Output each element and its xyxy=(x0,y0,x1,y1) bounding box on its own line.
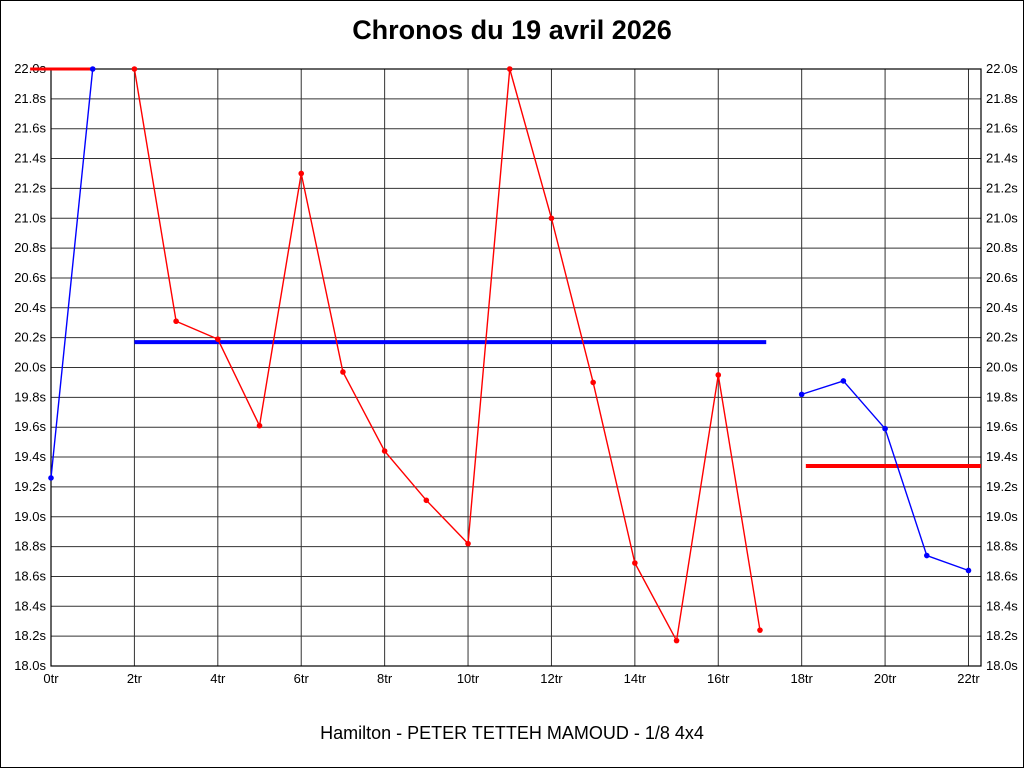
y-tick-label-right: 21.8s xyxy=(986,91,1018,106)
red-chronos-point xyxy=(632,560,638,566)
x-tick-label: 6tr xyxy=(294,671,310,686)
blue-chronos-point xyxy=(840,378,847,384)
x-tick-label: 22tr xyxy=(957,671,980,686)
red-chronos-point xyxy=(715,372,722,378)
y-tick-label-left: 18.2s xyxy=(14,628,46,643)
red-chronos-point xyxy=(590,379,596,386)
y-tick-label-right: 21.6s xyxy=(986,121,1018,136)
red-chronos-point xyxy=(340,369,346,375)
y-tick-label-left: 21.8s xyxy=(14,91,46,106)
blue-chronos-point xyxy=(965,567,972,574)
blue-chronos-point xyxy=(923,552,930,559)
y-tick-label-right: 20.4s xyxy=(986,300,1018,315)
y-tick-label-left: 21.0s xyxy=(14,210,46,225)
y-tick-label-right: 20.8s xyxy=(986,240,1018,255)
red-chronos-point xyxy=(506,66,513,72)
red-chronos-point xyxy=(256,422,263,429)
red-chronos-point xyxy=(381,448,388,454)
red-chronos-point xyxy=(465,540,471,547)
y-tick-label-right: 20.2s xyxy=(986,330,1018,345)
y-tick-label-left: 20.2s xyxy=(14,330,46,345)
blue-opening-point xyxy=(89,66,96,72)
y-tick-label-left: 19.6s xyxy=(14,419,46,434)
y-tick-label-left: 19.4s xyxy=(14,449,46,464)
x-tick-label: 18tr xyxy=(790,671,813,686)
red-chronos-point xyxy=(215,336,221,342)
y-tick-label-left: 18.0s xyxy=(14,658,46,673)
y-tick-label-right: 18.8s xyxy=(986,539,1018,554)
y-tick-label-left: 19.2s xyxy=(14,479,46,494)
y-tick-label-left: 20.0s xyxy=(14,360,46,375)
chart-title: Chronos du 19 avril 2026 xyxy=(352,15,672,45)
y-tick-label-right: 22.0s xyxy=(986,61,1018,76)
x-tick-label: 16tr xyxy=(707,671,730,686)
y-tick-label-left: 19.8s xyxy=(14,389,46,404)
y-tick-label-left: 18.6s xyxy=(14,568,46,583)
y-tick-label-right: 21.4s xyxy=(986,151,1018,166)
x-tick-label: 20tr xyxy=(874,671,897,686)
x-tick-label: 14tr xyxy=(624,671,647,686)
x-tick-label: 2tr xyxy=(127,671,143,686)
red-chronos-line xyxy=(133,68,761,643)
x-tick-label: 4tr xyxy=(210,671,226,686)
y-tick-label-right: 18.2s xyxy=(986,628,1018,643)
blue-chronos-point xyxy=(882,425,888,432)
blue-opening-point xyxy=(48,475,54,481)
y-tick-label-left: 21.4s xyxy=(14,151,46,166)
red-chronos-point xyxy=(548,215,555,222)
y-tick-label-right: 19.4s xyxy=(986,449,1018,464)
y-tick-label-right: 18.4s xyxy=(986,598,1018,613)
x-tick-label: 12tr xyxy=(540,671,563,686)
y-tick-label-right: 20.6s xyxy=(986,270,1018,285)
x-tick-label: 10tr xyxy=(457,671,480,686)
y-tick-label-right: 21.0s xyxy=(986,210,1018,225)
y-tick-label-left: 20.8s xyxy=(14,240,46,255)
y-tick-label-left: 21.6s xyxy=(14,121,46,136)
x-tick-label: 0tr xyxy=(43,671,59,686)
y-tick-label-left: 18.4s xyxy=(14,598,46,613)
blue-opening-line xyxy=(50,68,94,479)
red-chronos-point xyxy=(423,497,430,504)
red-chronos-point xyxy=(298,170,305,177)
y-tick-label-left: 19.0s xyxy=(14,509,46,524)
plot-border xyxy=(50,68,982,667)
y-tick-label-left: 20.4s xyxy=(14,300,46,315)
red-chronos-point xyxy=(673,637,680,644)
y-tick-label-left: 21.2s xyxy=(14,180,46,195)
y-tick-label-left: 18.8s xyxy=(14,539,46,554)
chart-subtitle: Hamilton - PETER TETTEH MAMOUD - 1/8 4x4 xyxy=(320,723,704,743)
x-tick-label: 8tr xyxy=(377,671,393,686)
y-tick-label-right: 19.8s xyxy=(986,389,1018,404)
y-tick-label-right: 18.0s xyxy=(986,658,1018,673)
y-tick-label-right: 18.6s xyxy=(986,568,1018,583)
blue-chronos-point xyxy=(798,391,805,398)
red-chronos-point xyxy=(757,627,763,633)
y-tick-label-right: 19.6s xyxy=(986,419,1018,434)
y-tick-label-left: 20.6s xyxy=(14,270,46,285)
red-chronos-point xyxy=(173,318,179,325)
y-tick-label-right: 21.2s xyxy=(986,180,1018,195)
y-tick-label-right: 19.0s xyxy=(986,509,1018,524)
y-tick-label-right: 20.0s xyxy=(986,360,1018,375)
red-chronos-point xyxy=(131,66,138,72)
y-tick-label-right: 19.2s xyxy=(986,479,1018,494)
